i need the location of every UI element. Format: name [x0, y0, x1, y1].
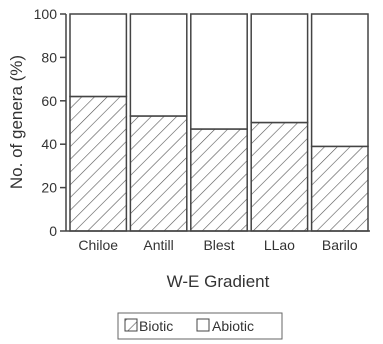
legend: Biotic Abiotic [117, 312, 283, 340]
bar-abiotic-chiloe [69, 13, 128, 98]
y-tick-label: 100 [34, 6, 58, 22]
x-tick-label: Barilo [322, 237, 358, 253]
x-tick-label: Chiloe [78, 237, 118, 253]
x-axis: Chiloe Antill Blest LLao Barilo [78, 237, 358, 253]
y-tick-label: 60 [41, 93, 57, 109]
legend-label-biotic: Biotic [139, 318, 173, 334]
bar-abiotic-antill [129, 13, 188, 117]
bar-biotic-chiloe [69, 95, 128, 232]
y-tick-label: 20 [41, 180, 57, 196]
legend-swatch-abiotic [196, 318, 210, 332]
bar-abiotic-blest [190, 13, 248, 130]
y-tick-label: 0 [49, 223, 57, 239]
bar-biotic-antill [129, 115, 188, 232]
y-axis-title: No. of genera (%) [7, 55, 26, 189]
x-tick-label: Antill [143, 237, 173, 253]
y-tick-label: 80 [41, 49, 57, 65]
legend-swatch-biotic [124, 318, 138, 332]
y-tick-label: 40 [41, 136, 57, 152]
y-axis: 0 20 40 60 80 100 [34, 6, 370, 239]
x-tick-label: Blest [203, 237, 234, 253]
x-axis-title: W-E Gradient [167, 272, 270, 291]
bar-abiotic-barilo [310, 13, 369, 148]
bar-biotic-blest [190, 128, 248, 232]
x-tick-label: LLao [264, 237, 295, 253]
bar-biotic-barilo [310, 145, 369, 232]
legend-frame [117, 312, 283, 340]
bar-biotic-llao [250, 121, 309, 232]
bars-layer [69, 13, 369, 232]
legend-label-abiotic: Abiotic [212, 318, 254, 334]
bar-abiotic-llao [250, 13, 309, 124]
